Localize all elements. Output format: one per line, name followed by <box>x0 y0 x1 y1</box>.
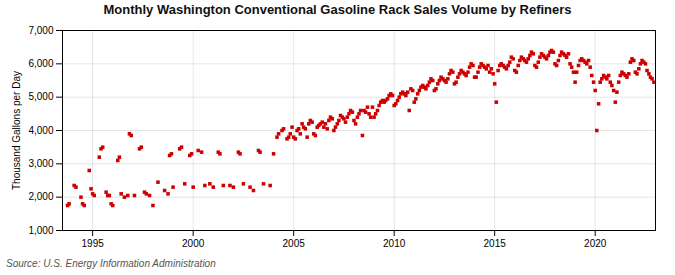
svg-text:7,000: 7,000 <box>28 25 53 36</box>
svg-text:1,000: 1,000 <box>28 225 53 236</box>
svg-text:1995: 1995 <box>82 238 105 249</box>
html-text:Source: U.S. Energy Informatio: Source: U.S. Energy Information Administ… <box>6 258 216 269</box>
svg-text:Thousand Gallons per Day: Thousand Gallons per Day <box>11 71 22 190</box>
html-text:Monthly Washington Conventiona: Monthly Washington Conventional Gasoline… <box>103 2 572 17</box>
svg-text:2000: 2000 <box>182 238 205 249</box>
svg-text:5,000: 5,000 <box>28 91 53 102</box>
svg-text:2005: 2005 <box>283 238 306 249</box>
svg-text:6,000: 6,000 <box>28 58 53 69</box>
svg-text:2010: 2010 <box>383 238 406 249</box>
svg-text:2015: 2015 <box>484 238 507 249</box>
svg-text:4,000: 4,000 <box>28 125 53 136</box>
svg-text:2,000: 2,000 <box>28 191 53 202</box>
svg-text:3,000: 3,000 <box>28 158 53 169</box>
svg-text:2020: 2020 <box>584 238 607 249</box>
